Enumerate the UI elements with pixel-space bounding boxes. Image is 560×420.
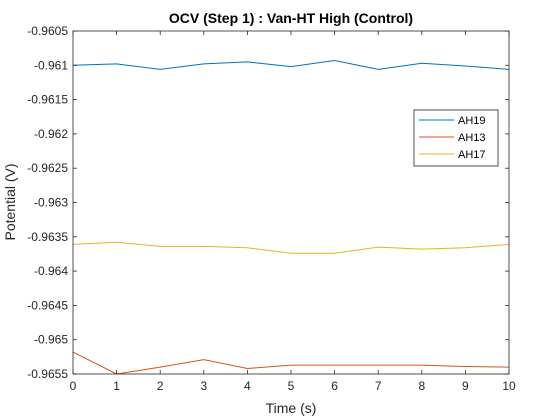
x-tick-label: 8 xyxy=(418,379,425,393)
series-line-ah19 xyxy=(72,59,510,70)
y-tick-label: -0.9625 xyxy=(27,161,68,175)
y-tick-label: -0.9605 xyxy=(27,24,68,38)
series-line-ah13 xyxy=(72,351,510,375)
chart-title: OCV (Step 1) : Van-HT High (Control) xyxy=(169,10,413,26)
x-tick-label: 10 xyxy=(502,379,516,393)
y-tick-label: -0.965 xyxy=(34,333,68,347)
y-tick-label: -0.9645 xyxy=(27,298,68,312)
series-layer xyxy=(72,59,510,375)
series-line-ah17 xyxy=(72,241,510,254)
legend-label-ah13: AH13 xyxy=(458,132,486,144)
x-tick-label: 0 xyxy=(70,379,77,393)
legend-label-ah17: AH17 xyxy=(458,149,486,161)
y-tick-label: -0.9615 xyxy=(27,93,68,107)
x-tick-label: 9 xyxy=(462,379,469,393)
y-tick-label: -0.9655 xyxy=(27,367,68,381)
x-axis-label: Time (s) xyxy=(266,400,317,416)
y-tick-label: -0.9635 xyxy=(27,230,68,244)
y-tick-label: -0.961 xyxy=(34,58,68,72)
legend-label-ah19: AH19 xyxy=(458,115,486,127)
x-tick-label: 5 xyxy=(288,379,295,393)
x-tick-label: 7 xyxy=(375,379,382,393)
plot-area xyxy=(73,31,509,374)
y-tick-label: -0.963 xyxy=(34,196,68,210)
y-tick-label: -0.962 xyxy=(34,127,68,141)
x-tick-label: 1 xyxy=(113,379,120,393)
x-tick-label: 4 xyxy=(244,379,251,393)
legend-box xyxy=(413,109,499,167)
x-tick-label: 3 xyxy=(200,379,207,393)
legend: AH19 AH13 AH17 xyxy=(413,109,499,167)
x-tick-label: 6 xyxy=(331,379,338,393)
y-axis-label: Potential (V) xyxy=(2,163,18,240)
axis-layer: 0 1 2 3 4 5 6 7 8 9 10 -0.9605 -0.961 -0.9615 -0.962 -0… xyxy=(27,24,516,393)
y-tick-label: -0.964 xyxy=(34,264,68,278)
x-tick-label: 2 xyxy=(157,379,164,393)
